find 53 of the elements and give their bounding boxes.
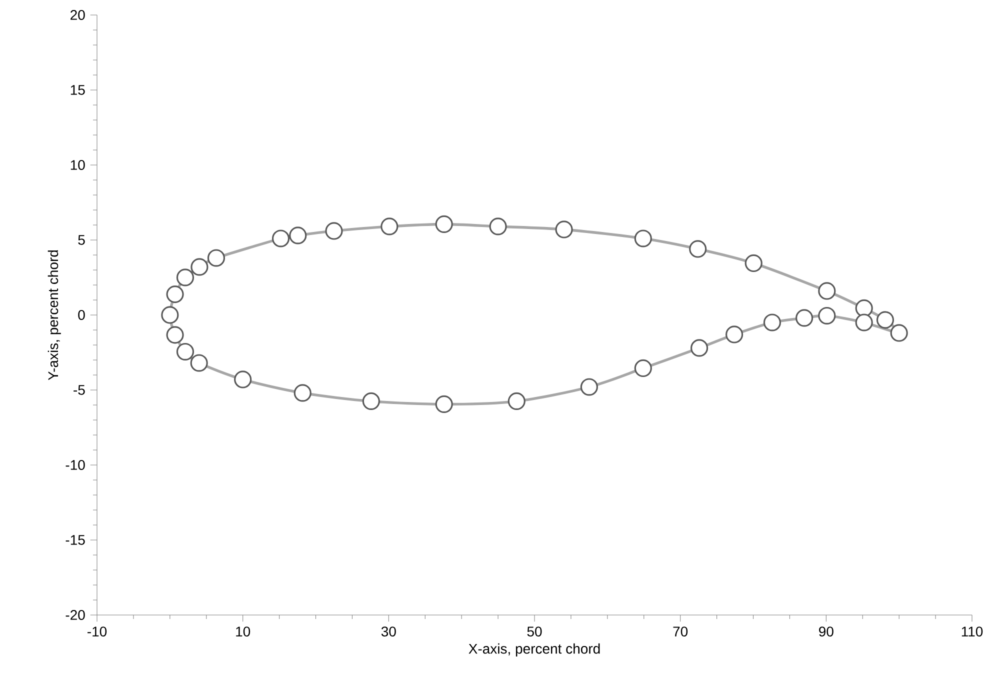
point bbox=[176, 342, 194, 361]
point bbox=[689, 240, 707, 258]
point bbox=[634, 359, 652, 378]
point bbox=[855, 314, 873, 332]
point bbox=[272, 230, 290, 248]
point bbox=[161, 306, 179, 324]
point bbox=[435, 215, 453, 234]
point bbox=[362, 392, 380, 410]
point bbox=[166, 326, 184, 344]
point bbox=[176, 268, 194, 286]
y-tick-label: -20 bbox=[66, 610, 85, 620]
point bbox=[380, 218, 398, 236]
y-tick-label: -10 bbox=[66, 460, 85, 470]
point bbox=[234, 370, 252, 388]
y-tick-label: 0 bbox=[78, 310, 85, 320]
y-tick-label: 5 bbox=[78, 235, 85, 245]
point bbox=[818, 282, 836, 300]
x-tick-label: 50 bbox=[527, 626, 542, 637]
x-tick-label: 70 bbox=[673, 626, 688, 637]
point bbox=[690, 339, 708, 357]
point bbox=[207, 249, 226, 267]
point bbox=[435, 395, 453, 414]
point bbox=[190, 354, 208, 372]
x-tick-label: 10 bbox=[236, 626, 250, 637]
x-tick-label: 90 bbox=[819, 626, 834, 637]
point bbox=[489, 218, 507, 236]
y-tick-label: 20 bbox=[70, 10, 85, 20]
y-tick-label: 15 bbox=[70, 85, 85, 95]
point bbox=[289, 226, 307, 244]
point bbox=[580, 378, 598, 396]
point bbox=[555, 220, 573, 238]
point bbox=[190, 258, 208, 276]
point bbox=[294, 384, 312, 402]
point bbox=[508, 392, 526, 410]
point bbox=[634, 230, 652, 248]
x-axis-title: X-axis, percent chord bbox=[468, 643, 600, 656]
x-tick-label: 110 bbox=[962, 626, 983, 637]
point bbox=[855, 299, 873, 318]
point bbox=[890, 324, 908, 342]
y-tick-label: -15 bbox=[66, 535, 85, 545]
y-tick-label: 10 bbox=[70, 160, 85, 170]
point bbox=[796, 309, 814, 327]
y-tick-label: -5 bbox=[74, 385, 85, 395]
y-axis-title: Y-axis, percent chord bbox=[48, 250, 61, 380]
point bbox=[744, 254, 762, 272]
point bbox=[818, 306, 836, 325]
point bbox=[763, 314, 782, 332]
point bbox=[876, 311, 894, 329]
x-tick-label: -10 bbox=[88, 626, 107, 637]
x-tick-label: 30 bbox=[381, 626, 396, 637]
point bbox=[726, 326, 744, 344]
point bbox=[166, 285, 184, 304]
point bbox=[325, 222, 343, 240]
